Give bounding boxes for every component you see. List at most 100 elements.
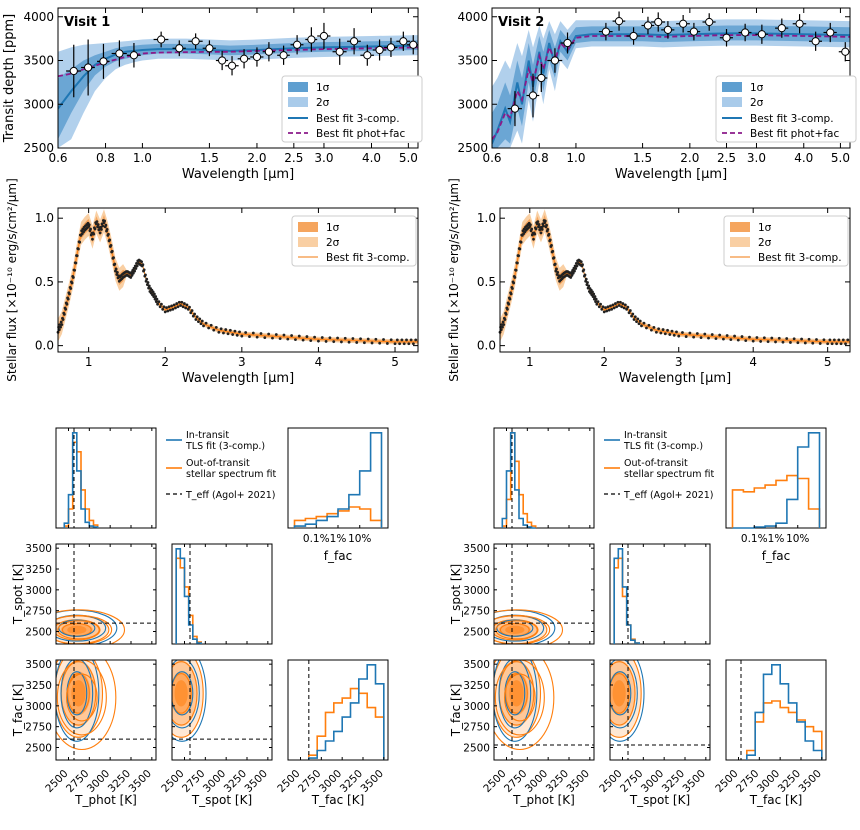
spectrum-point <box>70 281 74 285</box>
spectrum-point <box>112 256 115 260</box>
spectrum-point <box>248 335 251 338</box>
spectrum-point <box>109 243 113 247</box>
plot-area <box>56 609 126 644</box>
contour-orange <box>494 660 542 738</box>
y-tick-label: 2500 <box>25 627 52 639</box>
spectrum-point <box>570 273 574 277</box>
data-point <box>293 40 302 49</box>
y-axis-label: T_fac [K] <box>11 684 25 738</box>
spectrum-point <box>573 269 576 273</box>
spectrum-point <box>537 223 541 226</box>
x-tick-label: 0.1% <box>303 533 330 545</box>
spectrum-point <box>519 240 523 244</box>
contour-orange-outer <box>494 609 564 644</box>
spectrum-point <box>217 330 221 334</box>
legend-box <box>723 215 849 267</box>
spectrum-point <box>141 263 145 267</box>
y-tick-label: 4000 <box>457 10 488 24</box>
contour-orange-outer <box>494 614 551 644</box>
spectrum-point <box>596 300 600 304</box>
hist-ffac: 0.1% 1% 10% f_fac <box>725 427 827 563</box>
spectrum-point <box>393 342 397 346</box>
data-point <box>218 56 227 65</box>
axes-frame <box>55 543 157 645</box>
spectrum-point <box>548 238 552 242</box>
spectrum-point <box>622 306 626 310</box>
legend-label: 1σ <box>326 222 340 234</box>
x-tick-label: 0.8 <box>530 151 549 165</box>
spectrum-point <box>545 223 548 227</box>
spectrum-point <box>219 327 223 331</box>
data-point <box>335 47 344 56</box>
contour-orange <box>610 672 630 714</box>
y-axis-label: T_fac [K] <box>449 684 463 738</box>
spectrum-point <box>158 305 162 309</box>
spectrum-point <box>621 302 625 305</box>
spectrum-point <box>623 303 627 307</box>
hist-blue <box>613 548 640 644</box>
spectrum-point <box>152 292 156 296</box>
spectrum-point <box>347 340 351 344</box>
legend-label: Out-of-transit <box>624 458 688 469</box>
spectrum-point <box>359 337 362 341</box>
spectrum-point <box>659 331 663 335</box>
legend: 1σ 2σ Best fit 3-comp. Best fit phot+fac <box>715 75 857 143</box>
spectrum-point <box>633 315 637 319</box>
spectrum-point <box>207 326 211 330</box>
contour-orange-fill <box>71 680 86 707</box>
spectrum-point <box>59 325 62 329</box>
x-tick-label: 0.8 <box>96 151 115 165</box>
axes-frame <box>287 659 389 761</box>
spectrum-point <box>592 292 596 296</box>
axes-frame <box>171 659 273 761</box>
spectrum-point <box>506 307 509 311</box>
spectrum-point <box>274 333 278 336</box>
spectrum-point <box>837 338 841 342</box>
contour-blue <box>498 660 532 729</box>
spectrum-point <box>177 300 181 304</box>
spectrum-point <box>263 336 267 339</box>
legend-label: stellar spectrum fit <box>624 469 715 480</box>
data-point <box>205 44 214 53</box>
contour-orange-outer <box>56 609 126 644</box>
contour-orange-fill <box>505 625 525 635</box>
spectrum-point <box>789 341 792 344</box>
contour-orange-outer <box>65 673 98 722</box>
spectrum-point <box>103 219 106 223</box>
spectrum-point <box>294 338 297 342</box>
spectrum-point <box>602 310 606 314</box>
spectrum-point <box>231 333 235 336</box>
spectrum-point <box>594 297 598 301</box>
spectrum-point <box>224 328 228 331</box>
data-point <box>643 21 653 30</box>
spectrum-point <box>540 228 544 231</box>
spectrum-point <box>657 327 661 331</box>
spectrum-point <box>176 305 180 309</box>
plot-area <box>492 11 850 148</box>
x-tick-label: 1.0 <box>133 151 152 165</box>
hist-tspot <box>171 543 273 645</box>
data-point <box>537 73 546 83</box>
spectrum-point <box>190 309 194 312</box>
spectrum-point <box>378 341 382 345</box>
spectrum-point <box>309 339 313 343</box>
spectrum-point <box>87 223 91 227</box>
legend-label: T_eff (Agol+ 2021) <box>185 490 276 501</box>
spectrum-point <box>675 330 678 334</box>
y-tick-label: 3500 <box>25 659 52 671</box>
contour-orange <box>610 660 642 738</box>
spectrum-point <box>638 319 642 323</box>
x-tick-label: 5 <box>391 355 399 369</box>
contour-blue <box>610 671 632 716</box>
contour-orange <box>172 660 204 738</box>
hist-blue <box>501 432 536 529</box>
y-tick-label: 0.0 <box>35 339 54 353</box>
spectrum-point <box>62 313 66 316</box>
spectrum-point <box>162 305 166 309</box>
spectrum-point <box>140 260 144 264</box>
spectrum-point <box>398 342 402 346</box>
